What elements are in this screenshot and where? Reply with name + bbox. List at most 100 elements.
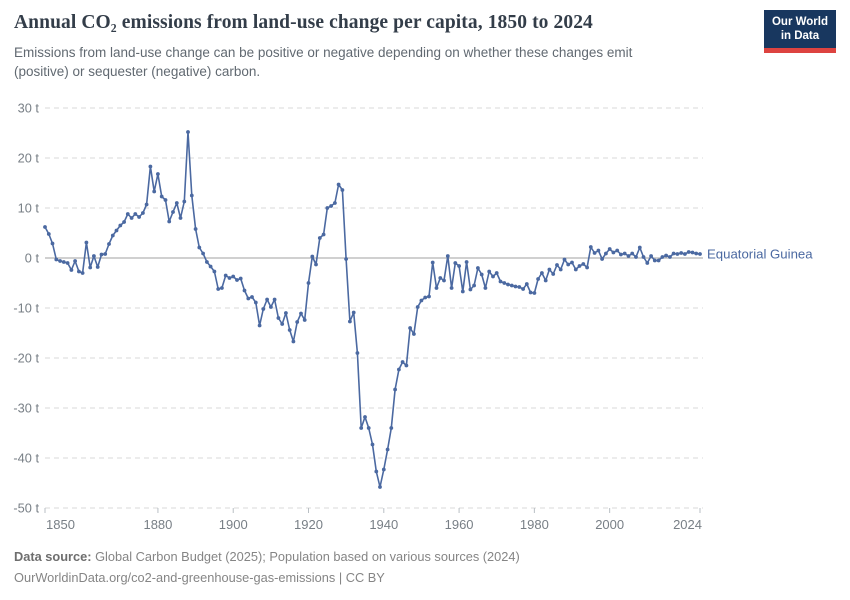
data-point: [99, 252, 104, 257]
data-point: [652, 258, 657, 263]
data-point: [284, 311, 288, 315]
data-point: [566, 262, 571, 267]
data-point: [167, 219, 172, 224]
data-point: [114, 228, 119, 233]
data-point: [171, 210, 175, 214]
y-tick-label: -40 t: [13, 451, 39, 466]
y-tick-label: 30 t: [18, 101, 40, 116]
data-point: [423, 295, 428, 300]
data-point: [690, 250, 695, 255]
data-point: [487, 269, 492, 274]
data-point: [84, 240, 89, 245]
data-point: [415, 305, 420, 309]
data-point: [295, 320, 300, 324]
data-point: [498, 279, 503, 284]
series-line: [44, 131, 701, 488]
data-point: [521, 287, 525, 291]
data-point: [276, 316, 281, 320]
x-tick-label: 1960: [445, 517, 474, 532]
data-point: [509, 283, 514, 288]
data-point: [54, 257, 59, 262]
data-point: [348, 319, 352, 324]
data-point: [585, 265, 589, 270]
data-point: [235, 278, 239, 282]
series-label[interactable]: Equatorial Guinea: [707, 247, 813, 262]
page-title: Annual CO₂ emissions from land-use chang…: [14, 12, 593, 33]
data-point: [216, 287, 221, 291]
data-point: [148, 164, 153, 169]
datasource-value: Global Carbon Budget (2025); Population …: [95, 549, 520, 565]
data-point: [472, 283, 476, 288]
data-point: [344, 257, 348, 261]
data-point: [671, 251, 676, 256]
data-point: [299, 311, 303, 316]
data-point: [604, 251, 608, 256]
series-equatorial-guinea[interactable]: Equatorial Guinea: [43, 130, 813, 489]
data-point: [220, 286, 224, 290]
data-point: [250, 295, 254, 299]
data-point: [77, 269, 81, 274]
data-point: [434, 286, 439, 290]
data-point: [306, 281, 311, 285]
data-point: [442, 278, 446, 283]
data-point: [457, 264, 461, 268]
data-point: [370, 442, 375, 447]
y-tick-label: 0 t: [25, 251, 40, 266]
x-tick-label: 1940: [369, 517, 398, 532]
data-point: [242, 288, 247, 293]
data-point: [261, 307, 266, 311]
data-point: [363, 415, 367, 419]
data-point: [355, 351, 360, 355]
data-point: [193, 227, 198, 231]
data-point: [272, 297, 277, 302]
x-tick-label: 2000: [595, 517, 624, 532]
data-point: [314, 262, 318, 267]
data-point: [453, 261, 458, 265]
data-point: [483, 286, 488, 290]
chart-subtitle: Emissions from land-use change can be po…: [14, 45, 633, 80]
data-point: [65, 261, 70, 265]
data-point: [611, 250, 616, 255]
data-point: [517, 285, 522, 289]
data-point: [125, 212, 130, 216]
data-point: [686, 250, 691, 254]
y-tick-label: 10 t: [18, 201, 40, 216]
data-point: [329, 204, 333, 208]
data-point: [491, 274, 495, 279]
data-point: [649, 254, 653, 258]
y-tick-label: -30 t: [13, 401, 39, 416]
data-point: [141, 211, 145, 215]
data-point: [464, 260, 469, 264]
data-point: [536, 277, 540, 281]
data-point: [460, 289, 465, 294]
data-point: [265, 297, 269, 302]
data-point: [310, 254, 315, 259]
data-point: [540, 271, 544, 275]
data-point: [494, 271, 499, 275]
data-point: [231, 274, 236, 279]
data-point: [227, 276, 232, 280]
data-point: [427, 294, 431, 299]
data-point: [321, 232, 326, 237]
data-point: [430, 260, 435, 265]
data-point: [558, 267, 563, 272]
data-point: [438, 276, 443, 280]
data-point: [174, 201, 179, 205]
data-point: [103, 252, 108, 256]
data-point: [479, 272, 484, 277]
y-axis-grid: 30 t 20 t 10 t 0 t -10 t -20 t -30 t -40 t -50 t: [13, 101, 703, 516]
data-point: [664, 253, 668, 258]
data-point: [630, 251, 635, 256]
data-point: [189, 193, 194, 198]
data-point: [389, 426, 394, 430]
data-point: [144, 202, 149, 207]
data-point: [208, 264, 213, 269]
data-point: [156, 172, 160, 176]
owid-logo[interactable]: Our World in Data: [763, 10, 836, 53]
footer-link-line[interactable]: OurWorldinData.org/co2-and-greenhouse-ga…: [14, 569, 385, 585]
datasource-label: Data source:: [14, 549, 92, 565]
data-point: [532, 291, 537, 295]
data-point: [152, 189, 157, 194]
